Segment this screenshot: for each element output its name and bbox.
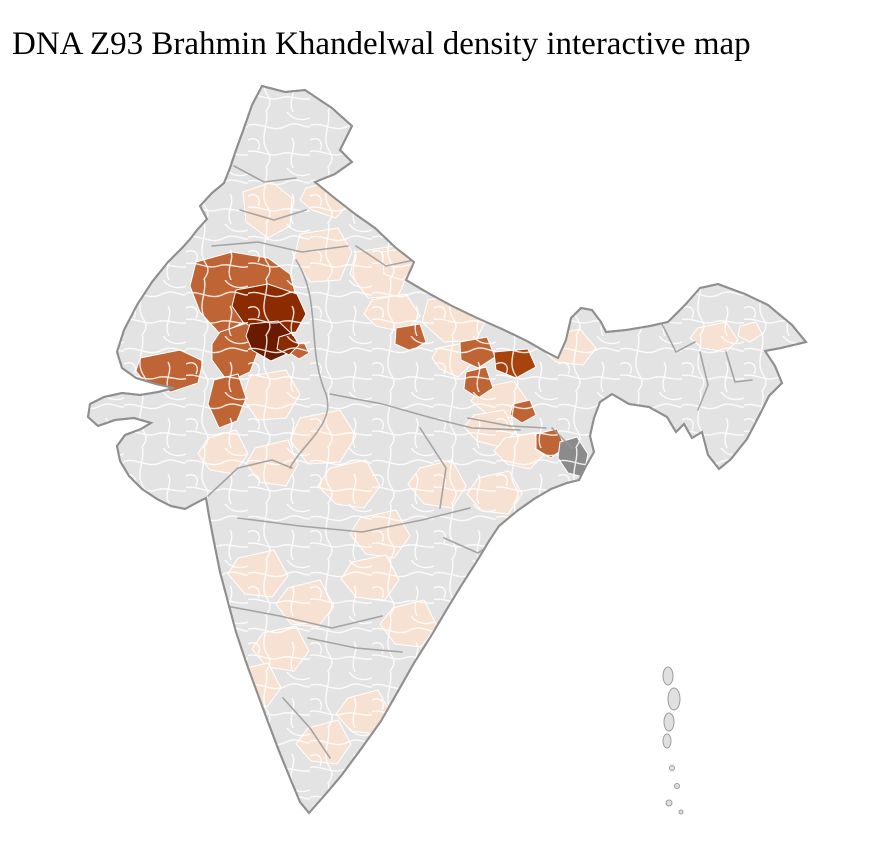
india-outline bbox=[86, 84, 808, 815]
page-title: DNA Z93 Brahmin Khandelwal density inter… bbox=[12, 26, 751, 63]
district-boundaries-mesh bbox=[88, 86, 806, 813]
andaman-nicobar-islands[interactable] bbox=[662, 666, 684, 815]
state-borders bbox=[207, 165, 753, 759]
